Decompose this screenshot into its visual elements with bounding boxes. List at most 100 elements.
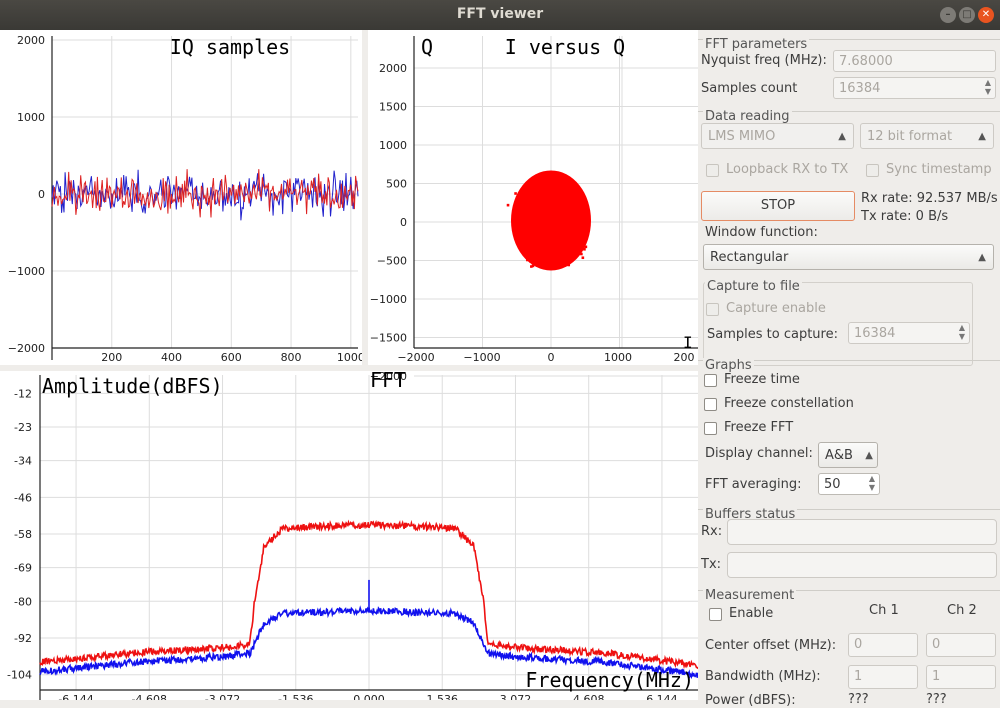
sc-point xyxy=(545,220,549,224)
sc-point xyxy=(554,192,558,196)
sc-point xyxy=(540,223,543,227)
sc-point xyxy=(538,237,541,241)
capture-enable-checkbox[interactable] xyxy=(706,303,719,316)
sc-point xyxy=(529,260,533,263)
freeze-fft-checkbox[interactable] xyxy=(704,422,717,435)
sc-point xyxy=(560,241,564,244)
sc-point xyxy=(531,252,535,256)
stop-button[interactable]: STOP xyxy=(701,191,855,221)
samples-count-spinner-icon[interactable]: ▲ ▼ xyxy=(984,78,992,96)
samples-to-capture-field[interactable]: 16384 ▲ ▼ xyxy=(848,322,970,344)
sc-point xyxy=(549,213,553,217)
window-function-combo[interactable]: Rectangular ▲ xyxy=(703,244,994,270)
sc-point xyxy=(526,200,529,203)
sc-point xyxy=(554,190,557,193)
chevron-updown-icon: ▲ xyxy=(865,450,873,461)
nyquist-field[interactable]: 7.68000 xyxy=(833,50,996,72)
source-combo[interactable]: LMS MIMO ▲ xyxy=(701,123,854,149)
sc-point xyxy=(535,230,539,233)
bandwidth-ch2-field[interactable]: 1 xyxy=(926,665,996,689)
sc-point xyxy=(547,217,551,220)
iq-x-tick-label: 1000 xyxy=(337,351,365,364)
sc-point xyxy=(558,234,562,238)
sc-point xyxy=(558,202,561,205)
plots-area: IQ samples 2000 1000 0 −1000 −2000 200 400 600… xyxy=(0,30,700,706)
sc-point xyxy=(531,232,535,236)
format-combo[interactable]: 12 bit format ▲ xyxy=(860,123,994,149)
graphs-title: Graphs xyxy=(703,358,754,373)
bandwidth-ch1-field[interactable]: 1 xyxy=(848,665,918,689)
minimize-icon[interactable]: – xyxy=(940,7,956,23)
sc-point xyxy=(528,216,532,219)
sc-point xyxy=(555,251,559,255)
power-label: Power (dBFS): xyxy=(705,693,796,708)
sc-point xyxy=(550,219,553,223)
iq-y-tick-label: 2000 xyxy=(17,34,45,47)
fft-x-tick-label: -4.608 xyxy=(132,693,167,700)
sc-point xyxy=(558,220,562,223)
capture-enable-label: Capture enable xyxy=(726,301,826,316)
samples-count-field[interactable]: 16384 ▲ ▼ xyxy=(833,77,996,99)
center-offset-label: Center offset (MHz): xyxy=(705,638,837,653)
fft-averaging-field[interactable]: 50 ▲ ▼ xyxy=(818,473,880,495)
sc-point xyxy=(526,235,529,238)
sc-point xyxy=(514,222,518,226)
sc-point xyxy=(546,257,549,261)
iq-y-tick-label: 0 xyxy=(38,188,45,201)
display-channel-combo[interactable]: A&B ▲ xyxy=(818,442,878,468)
sc-point xyxy=(538,195,542,199)
samples-to-capture-spinner-icon[interactable]: ▲ ▼ xyxy=(958,323,966,341)
sc-point xyxy=(545,233,548,237)
sc-y-tick-label: −500 xyxy=(377,255,407,268)
sc-point xyxy=(540,210,544,214)
fft-y-tick-label: -92 xyxy=(14,632,32,645)
sc-point xyxy=(566,216,570,219)
sc-point xyxy=(530,239,534,242)
measurement-enable-label: Enable xyxy=(729,606,774,621)
sc-point xyxy=(530,255,533,259)
sc-point xyxy=(571,193,574,196)
sc-point xyxy=(552,230,556,234)
fft-averaging-spinner-icon[interactable]: ▲ ▼ xyxy=(868,474,876,492)
sc-point xyxy=(557,217,561,221)
bandwidth-label: Bandwidth (MHz): xyxy=(705,669,821,684)
sc-point xyxy=(533,208,537,212)
close-icon[interactable]: ✕ xyxy=(978,7,994,23)
sc-point xyxy=(553,244,557,248)
sc-point xyxy=(561,219,565,222)
loopback-checkbox[interactable] xyxy=(706,164,719,177)
sc-point xyxy=(560,232,563,236)
sc-point xyxy=(556,239,559,243)
sc-point xyxy=(535,233,538,236)
freeze-time-checkbox[interactable] xyxy=(704,374,717,387)
sc-point xyxy=(538,232,541,236)
fft-x-tick-label: 1.536 xyxy=(426,693,458,700)
sc-point xyxy=(548,250,552,254)
sc-point xyxy=(552,246,555,250)
maximize-icon[interactable]: □ xyxy=(959,7,975,23)
sc-point xyxy=(506,203,510,207)
ch2-header: Ch 2 xyxy=(947,603,977,618)
iq-series-line xyxy=(51,169,359,218)
sc-point xyxy=(558,213,561,217)
sc-point xyxy=(571,213,575,217)
center-offset-ch2-field[interactable]: 0 xyxy=(926,633,996,657)
sc-point xyxy=(543,244,546,247)
sync-timestamp-checkbox[interactable] xyxy=(866,164,879,177)
sc-point xyxy=(544,252,548,255)
center-offset-ch1-field[interactable]: 0 xyxy=(848,633,918,657)
sc-point xyxy=(559,245,563,249)
sc-point xyxy=(571,217,575,221)
chevron-updown-icon: ▲ xyxy=(838,131,846,142)
sc-point xyxy=(548,215,552,218)
sc-point xyxy=(563,199,567,202)
sc-point xyxy=(532,220,536,224)
sc-point xyxy=(535,192,538,195)
sc-point xyxy=(544,240,547,244)
freeze-constellation-checkbox[interactable] xyxy=(704,398,717,411)
measurement-enable-checkbox[interactable] xyxy=(709,608,722,621)
rx-rate: Rx rate: 92.537 MB/s xyxy=(861,191,998,206)
sc-point xyxy=(579,215,583,219)
fft-x-tick-label: 3.072 xyxy=(500,693,532,700)
sc-point xyxy=(556,253,560,257)
